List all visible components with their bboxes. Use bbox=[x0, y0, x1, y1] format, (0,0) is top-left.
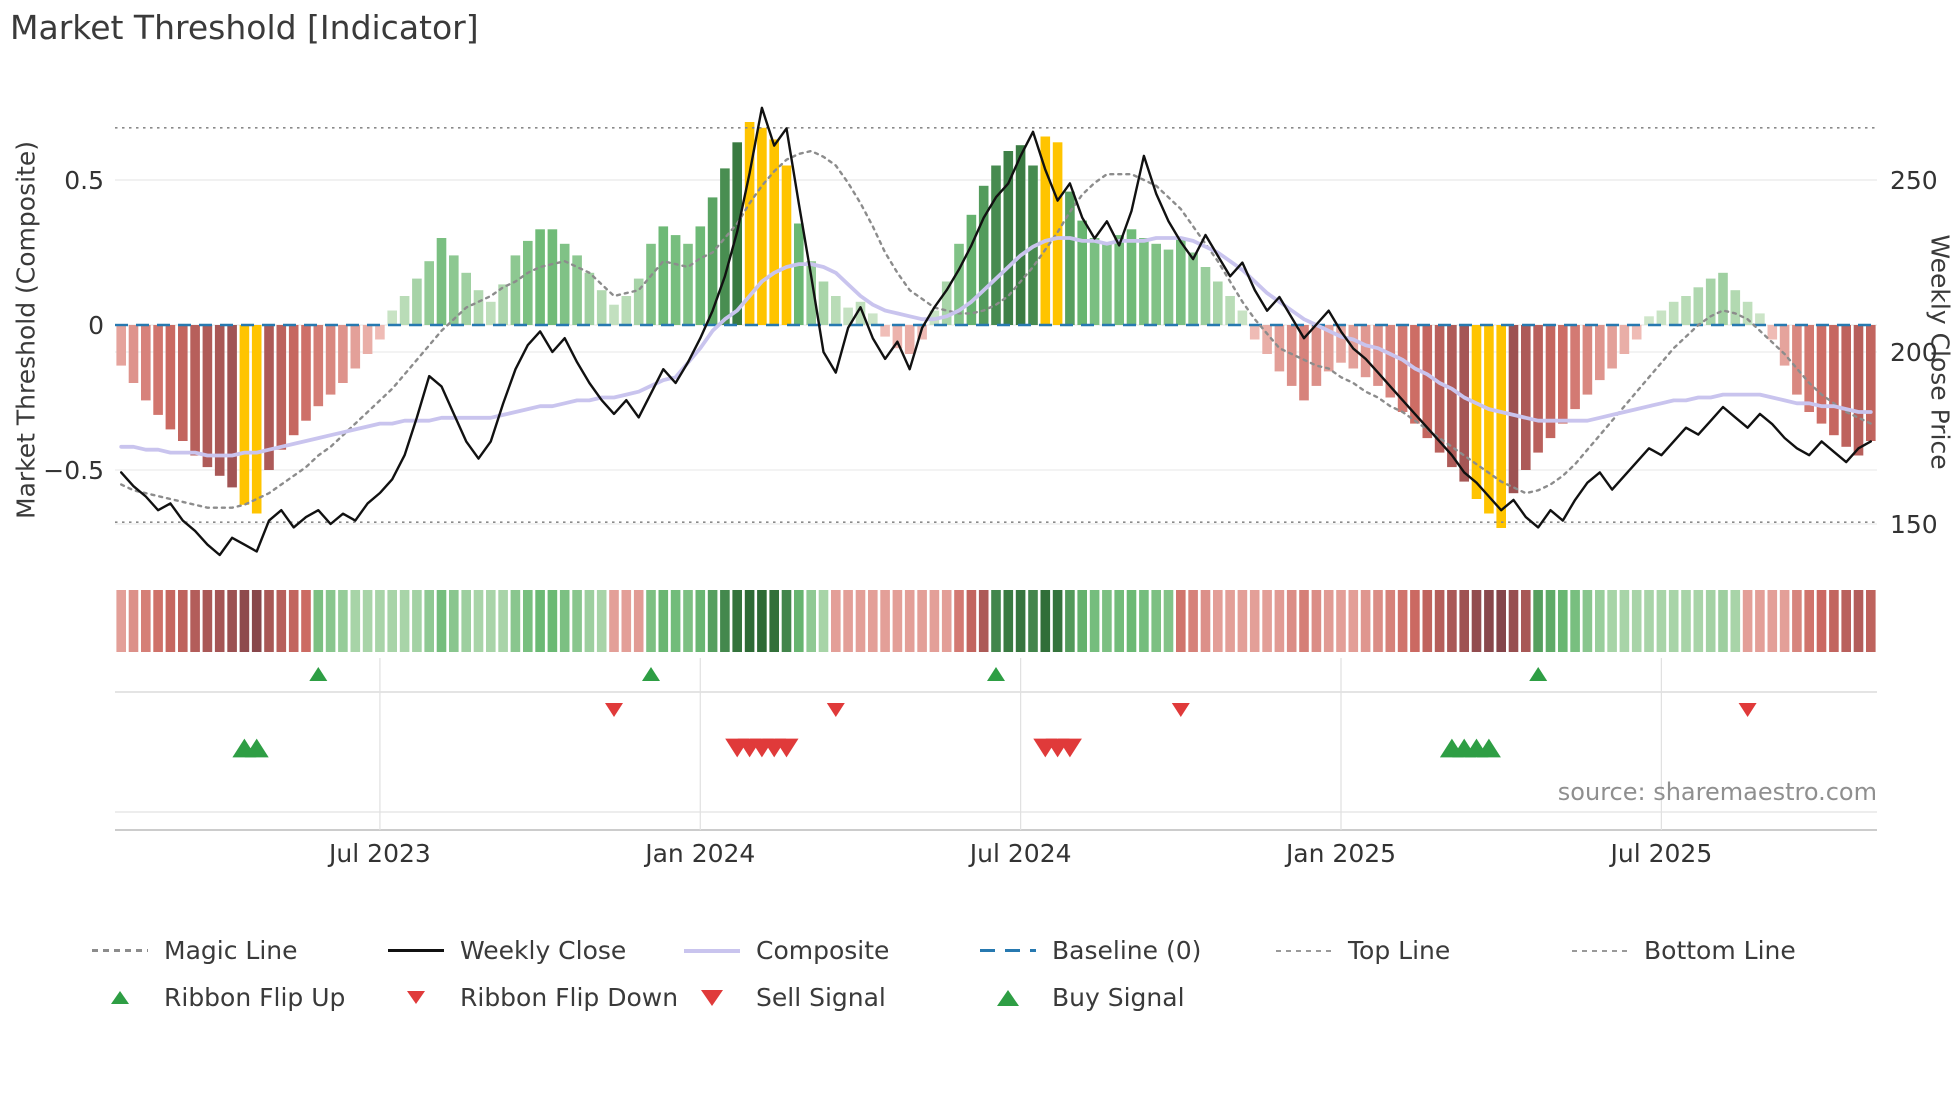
legend-item-ribbon-flip-down: Ribbon Flip Down bbox=[388, 983, 684, 1012]
left-tick-label: 0 bbox=[88, 311, 104, 340]
baseline-swatch-icon bbox=[980, 949, 1036, 952]
legend-label: Top Line bbox=[1348, 936, 1451, 965]
legend-item-magic-line: Magic Line bbox=[92, 936, 388, 965]
ribbon-flip-down-markers bbox=[605, 703, 1757, 717]
legend-item-buy-signal: Buy Signal bbox=[980, 983, 1276, 1012]
legend-item-sell-signal: Sell Signal bbox=[684, 983, 980, 1012]
legend-item-bottom-line: Bottom Line bbox=[1572, 936, 1868, 965]
legend: Magic Line Weekly Close Composite Baseli… bbox=[92, 936, 1868, 1012]
x-tick-label: Jul 2025 bbox=[1609, 839, 1713, 868]
x-ticks: Jul 2023 Jan 2024 Jul 2024 Jan 2025 Jul 2025 bbox=[327, 658, 1712, 868]
legend-label: Ribbon Flip Down bbox=[460, 983, 679, 1012]
sell-triangle-icon bbox=[684, 989, 740, 1006]
source-credit: source: sharemaestro.com bbox=[1557, 778, 1877, 806]
bottom-line-swatch-icon bbox=[1572, 949, 1628, 952]
buy-triangle-icon bbox=[980, 989, 1036, 1006]
legend-label: Bottom Line bbox=[1644, 936, 1796, 965]
composite-line bbox=[119, 236, 1873, 458]
ribbon-strip bbox=[116, 590, 1876, 652]
legend-label: Sell Signal bbox=[756, 983, 886, 1012]
weekly-close-line bbox=[119, 106, 1873, 557]
x-tick-label: Jul 2024 bbox=[968, 839, 1072, 868]
legend-item-baseline: Baseline (0) bbox=[980, 936, 1276, 965]
legend-item-composite: Composite bbox=[684, 936, 980, 965]
magic-line bbox=[119, 149, 1873, 509]
top-line-swatch-icon bbox=[1276, 949, 1332, 952]
ribbon-flip-up-markers bbox=[309, 667, 1548, 681]
threshold-bars bbox=[116, 122, 1876, 528]
sell-signal-markers bbox=[725, 738, 1082, 758]
triangle-down-icon bbox=[388, 991, 444, 1004]
left-tick-label: −0.5 bbox=[43, 456, 104, 485]
legend-label: Buy Signal bbox=[1052, 983, 1185, 1012]
legend-item-top-line: Top Line bbox=[1276, 936, 1572, 965]
weekly-close-swatch-icon bbox=[388, 949, 444, 952]
indicator-chart: Jul 2023 Jan 2024 Jul 2024 Jan 2025 Jul 2025… bbox=[43, 106, 1938, 868]
right-tick-label: 150 bbox=[1890, 510, 1938, 539]
legend-label: Baseline (0) bbox=[1052, 936, 1202, 965]
legend-label: Weekly Close bbox=[460, 936, 627, 965]
left-tick-label: 0.5 bbox=[64, 166, 104, 195]
buy-signal-markers bbox=[232, 738, 1501, 758]
right-tick-label: 200 bbox=[1890, 338, 1938, 367]
composite-swatch-icon bbox=[684, 948, 740, 953]
x-tick-label: Jan 2024 bbox=[643, 839, 755, 868]
legend-label: Ribbon Flip Up bbox=[164, 983, 346, 1012]
x-tick-label: Jul 2023 bbox=[327, 839, 431, 868]
chart-title: Market Threshold [Indicator] bbox=[10, 8, 479, 47]
triangle-up-icon bbox=[92, 991, 148, 1004]
legend-label: Magic Line bbox=[164, 936, 298, 965]
x-tick-label: Jan 2025 bbox=[1284, 839, 1396, 868]
legend-label: Composite bbox=[756, 936, 890, 965]
legend-item-ribbon-flip-up: Ribbon Flip Up bbox=[92, 983, 388, 1012]
legend-item-weekly-close: Weekly Close bbox=[388, 936, 684, 965]
right-tick-label: 250 bbox=[1890, 166, 1938, 195]
magic-line-swatch-icon bbox=[92, 949, 148, 952]
